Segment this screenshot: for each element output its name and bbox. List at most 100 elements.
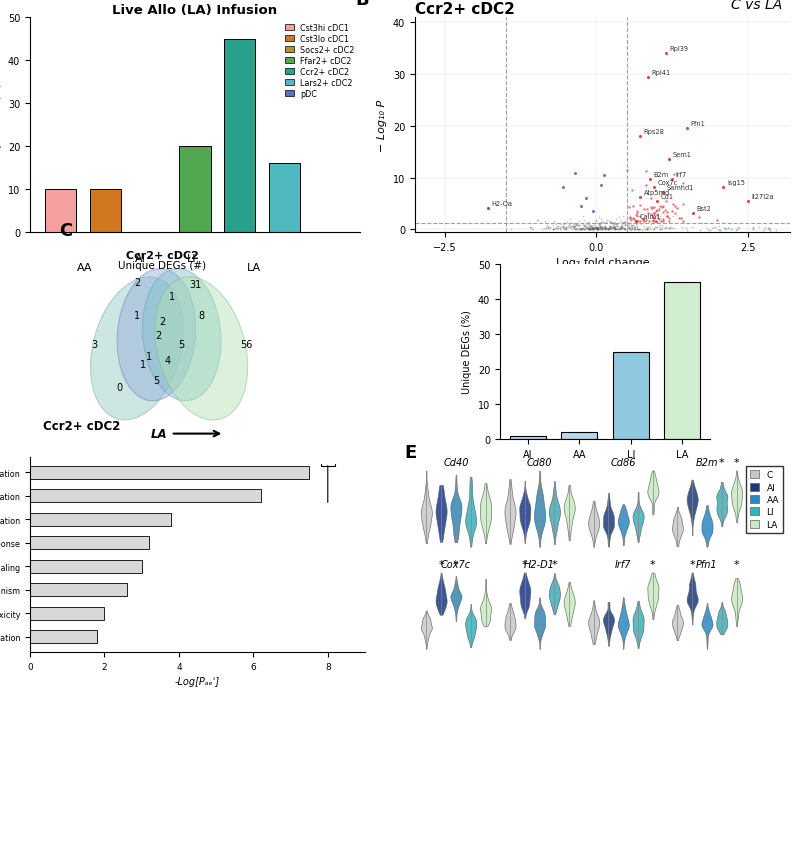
Point <box>572 215 585 229</box>
Text: Atp5md: Atp5md <box>644 190 670 196</box>
Point <box>700 221 713 235</box>
Point <box>666 172 678 186</box>
Point <box>593 219 606 232</box>
Point <box>628 213 641 226</box>
Bar <box>510 436 546 439</box>
Point <box>562 222 575 236</box>
Point <box>582 222 595 236</box>
Point <box>588 222 601 236</box>
Point <box>732 220 745 234</box>
Point <box>730 223 743 237</box>
Point <box>626 223 638 237</box>
Point <box>567 220 580 234</box>
Point <box>650 205 662 219</box>
Point <box>615 221 628 235</box>
Point <box>718 222 731 236</box>
Point <box>633 223 646 237</box>
Point <box>599 221 612 235</box>
Point <box>610 220 622 233</box>
Point <box>590 222 602 236</box>
Point <box>757 224 770 238</box>
Point <box>594 221 607 235</box>
Point <box>653 203 666 217</box>
Text: B: B <box>355 0 369 9</box>
Point <box>641 223 654 237</box>
Point <box>747 221 760 235</box>
Point <box>580 222 593 236</box>
Point <box>634 199 646 213</box>
Point <box>525 223 538 237</box>
Bar <box>45 189 76 232</box>
Point <box>660 220 673 234</box>
Point <box>576 222 589 236</box>
Point <box>627 200 640 214</box>
Text: LA: LA <box>150 428 167 441</box>
Point <box>654 223 666 237</box>
Point <box>602 220 615 233</box>
Point <box>598 221 611 235</box>
Point <box>526 223 539 237</box>
Point <box>608 216 621 230</box>
Point <box>641 221 654 235</box>
Point <box>695 217 708 231</box>
Point <box>639 164 652 178</box>
Point <box>647 214 660 228</box>
Point <box>733 222 746 236</box>
Point <box>596 216 609 230</box>
Point <box>599 215 612 229</box>
Point <box>552 222 565 236</box>
Point <box>577 210 590 224</box>
Point <box>639 214 652 228</box>
Point <box>578 223 590 237</box>
Point <box>650 220 662 234</box>
Text: C: C <box>59 222 72 240</box>
Point <box>651 209 664 223</box>
Point <box>596 223 609 237</box>
Point <box>628 222 641 236</box>
Point <box>642 222 654 236</box>
Point <box>626 219 639 232</box>
Point <box>586 219 599 232</box>
Point <box>637 213 650 226</box>
Point <box>577 222 590 236</box>
Point <box>632 210 645 224</box>
Point <box>601 214 614 228</box>
Point <box>651 204 664 218</box>
Point <box>661 210 674 224</box>
Text: Irf7: Irf7 <box>676 171 687 177</box>
Point <box>591 217 604 231</box>
Point <box>568 217 581 231</box>
Text: E: E <box>404 443 416 461</box>
Text: 4: 4 <box>165 356 171 366</box>
Point <box>643 172 656 186</box>
Point <box>642 71 654 84</box>
Point <box>614 222 627 236</box>
Point <box>668 200 681 214</box>
Text: Ccr2+ cDC2: Ccr2+ cDC2 <box>43 419 121 432</box>
Point <box>650 214 663 228</box>
Point <box>640 223 653 237</box>
Point <box>622 220 634 234</box>
Point <box>610 220 623 234</box>
Point <box>602 223 614 237</box>
Point <box>713 220 726 234</box>
Point <box>628 223 641 237</box>
Point <box>589 221 602 235</box>
Text: Rps28: Rps28 <box>644 129 665 135</box>
Point <box>641 221 654 235</box>
Point <box>654 222 667 236</box>
Point <box>667 222 680 236</box>
Point <box>646 202 658 216</box>
Point <box>590 214 602 228</box>
Point <box>609 223 622 237</box>
Point <box>558 221 571 235</box>
Point <box>570 221 583 235</box>
Text: 1: 1 <box>146 352 152 362</box>
Point <box>582 221 595 235</box>
Point <box>585 223 598 237</box>
Point <box>607 220 620 234</box>
Point <box>633 222 646 236</box>
Point <box>610 213 622 226</box>
Point <box>563 213 576 226</box>
Text: *: * <box>734 457 739 468</box>
